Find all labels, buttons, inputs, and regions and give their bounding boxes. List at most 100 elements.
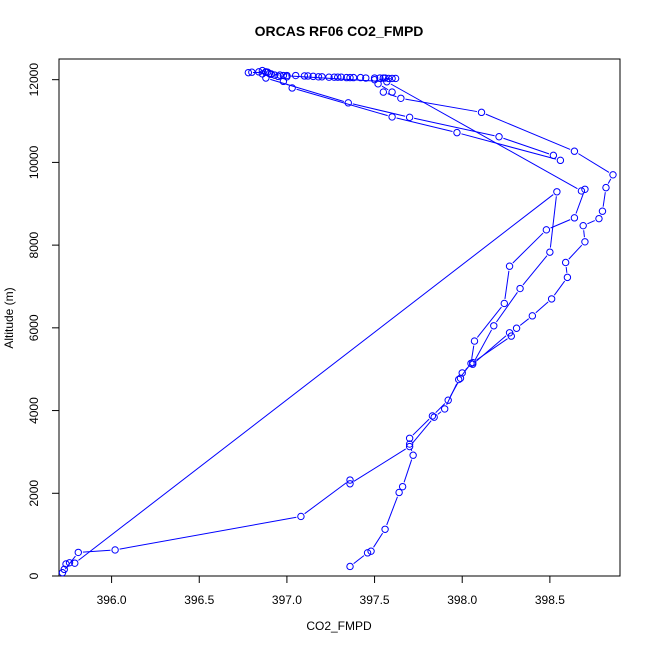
data-point [397, 94, 405, 102]
data-point [376, 74, 384, 82]
series-segment [583, 230, 585, 238]
data-point [267, 70, 275, 78]
series-segment [403, 459, 413, 483]
data-point [512, 324, 521, 332]
series-segment [412, 420, 432, 444]
data-point [337, 73, 345, 81]
data-point [553, 188, 561, 196]
series-segment [565, 267, 568, 273]
data-point [570, 214, 579, 222]
data-point [581, 185, 589, 193]
data-point [490, 322, 498, 330]
data-point [563, 273, 572, 282]
data-point [279, 71, 288, 80]
data-point [409, 451, 417, 459]
y-tick-label: 6000 [27, 314, 41, 341]
series-segment [390, 83, 578, 190]
data-point [258, 70, 267, 78]
data-point [440, 405, 449, 413]
series-segment [496, 292, 518, 323]
data-point [304, 72, 312, 80]
series-segment [352, 103, 406, 117]
series-segment [522, 255, 548, 286]
series-segment [373, 532, 384, 548]
x-tick-label: 397.0 [272, 593, 302, 607]
series-segment [405, 98, 478, 113]
data-point [74, 548, 82, 557]
data-point [495, 133, 503, 141]
series-segment [550, 219, 571, 229]
data-point [546, 248, 554, 256]
data-point [570, 147, 579, 155]
data-point [405, 442, 414, 451]
chart-title: ORCAS RF06 CO2_FMPD [255, 23, 424, 39]
x-tick-label: 398.5 [535, 593, 565, 607]
data-point [244, 68, 253, 77]
data-point [577, 187, 586, 195]
series-segment [568, 244, 583, 260]
data-point [379, 88, 388, 96]
x-tick-label: 397.5 [360, 593, 390, 607]
data-point [395, 488, 403, 497]
data-point [367, 547, 375, 555]
data-point [458, 369, 466, 377]
y-tick-label: 2000 [27, 480, 41, 507]
data-point [248, 68, 256, 76]
series-segment [353, 555, 365, 565]
data-point [428, 412, 437, 420]
data-point [505, 329, 514, 337]
data-point [279, 77, 288, 86]
series-segment [461, 133, 557, 160]
data-point [470, 337, 479, 345]
x-axis: 396.0 396.5 397.0 397.5 398.0 398.5 [97, 576, 565, 607]
x-tick-label: 396.0 [97, 593, 127, 607]
data-point [556, 156, 565, 165]
series-segment [353, 448, 406, 482]
series-segment [396, 117, 453, 133]
data-point [456, 374, 465, 382]
data-point [297, 512, 305, 521]
data-point [262, 68, 270, 76]
data-point [370, 74, 379, 82]
data-point [346, 562, 354, 571]
x-tick-label: 396.5 [184, 593, 214, 607]
series-segment [119, 516, 297, 550]
data-point [258, 66, 267, 75]
data-point [388, 74, 396, 83]
data-point [349, 73, 358, 82]
series-segment [446, 383, 458, 405]
data-point [276, 71, 284, 79]
data-point [383, 78, 391, 86]
series-segment [575, 193, 584, 214]
series-segment [535, 301, 549, 314]
y-tick-label: 10000 [27, 145, 41, 179]
series-segment [471, 345, 475, 359]
data-point [581, 238, 589, 246]
series-segment [435, 403, 446, 414]
series-segment [437, 411, 442, 415]
data-point [477, 108, 486, 117]
y-axis: 0 2000 4000 6000 8000 10000 12000 [27, 63, 59, 579]
series-segment [381, 85, 389, 91]
y-tick-label: 8000 [27, 231, 41, 258]
y-tick-label: 12000 [27, 63, 41, 97]
series-segment [549, 196, 557, 248]
data-point [314, 73, 323, 81]
data-point [346, 476, 354, 484]
series-segment [512, 232, 544, 264]
data-point [542, 226, 551, 234]
data-point [444, 396, 452, 404]
data-point [60, 565, 68, 574]
series-segment [270, 78, 345, 102]
series-segment [476, 306, 502, 338]
series-segment [412, 418, 430, 436]
data-point [595, 214, 603, 223]
data-point [309, 72, 317, 81]
data-point [579, 221, 587, 230]
y-tick-label: 4000 [27, 397, 41, 424]
data-point [398, 482, 407, 491]
data-point [274, 72, 282, 81]
data-point [547, 295, 556, 303]
data-point [455, 375, 463, 384]
data-point [346, 480, 354, 488]
